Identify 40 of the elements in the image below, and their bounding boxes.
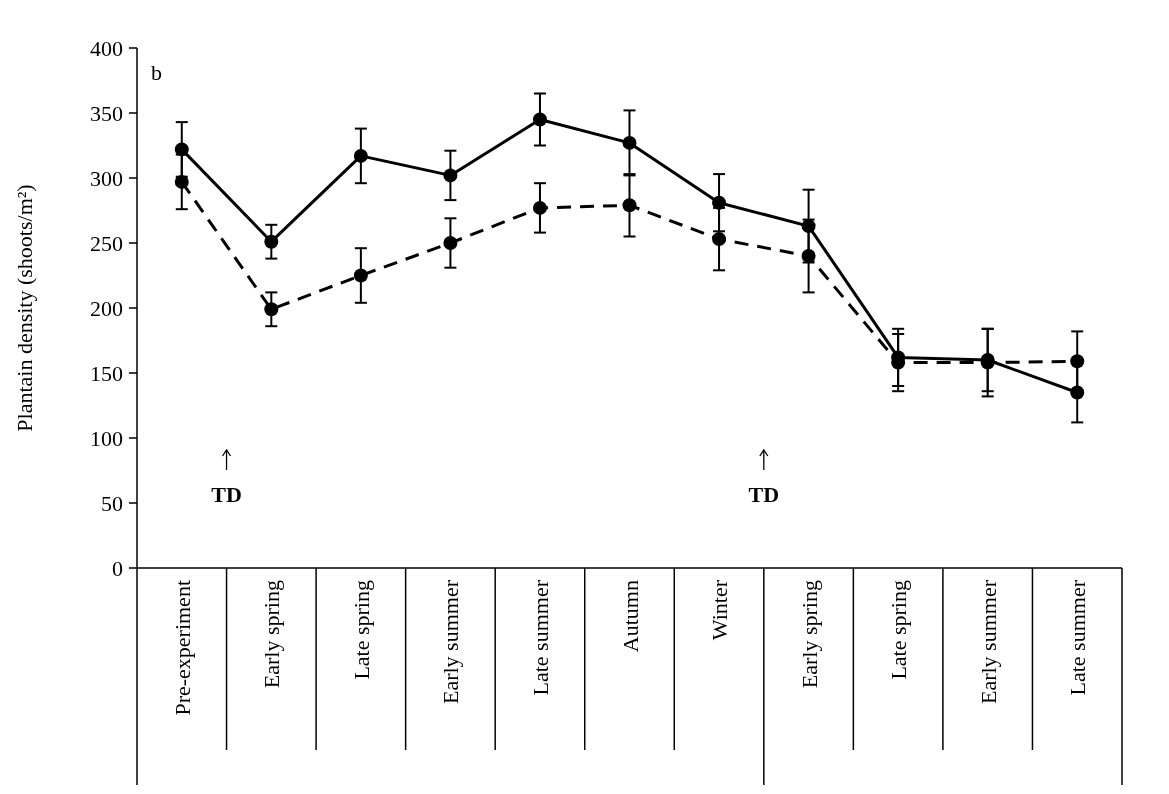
point	[532, 200, 547, 215]
x-tick-label: Pre-experiment	[169, 580, 195, 716]
y-tick-label: 350	[90, 100, 123, 126]
x-tick-label: Late spring	[886, 580, 912, 680]
point	[532, 112, 547, 127]
y-tick-label: 100	[90, 425, 123, 451]
x-tick-label: Late summer	[1065, 579, 1091, 696]
x-tick-label: Early summer	[438, 579, 464, 705]
point	[174, 142, 189, 157]
point	[353, 148, 368, 163]
point	[712, 195, 727, 210]
point	[353, 268, 368, 283]
x-tick-label: Winter	[707, 579, 733, 641]
y-tick-label: 50	[101, 490, 123, 516]
point	[712, 232, 727, 247]
point	[801, 249, 816, 263]
point	[264, 234, 279, 249]
x-tick-label: Early spring	[796, 580, 822, 689]
point	[1070, 354, 1085, 369]
x-tick-label: Early summer	[975, 579, 1001, 705]
y-tick-label: 300	[90, 165, 123, 191]
x-tick-label: Autumn	[617, 580, 643, 653]
y-tick-label: 150	[90, 360, 123, 386]
annotation: TD	[748, 482, 780, 507]
y-axis-title: Plantain density (shoots/m²)	[12, 184, 37, 432]
point	[622, 198, 637, 213]
point	[174, 174, 189, 189]
y-tick-label: 0	[112, 555, 123, 581]
point	[443, 236, 458, 250]
point	[264, 302, 279, 317]
point	[443, 168, 458, 183]
y-tick-label: 400	[90, 35, 123, 61]
annotation: b	[151, 60, 162, 85]
point	[622, 135, 637, 150]
y-tick-label: 250	[90, 230, 123, 256]
annotation: TD	[211, 482, 242, 507]
x-tick-label: Late spring	[348, 580, 374, 680]
y-tick-label: 200	[90, 295, 123, 321]
x-tick-label: Late summer	[527, 579, 553, 696]
x-tick-label: Early spring	[259, 580, 285, 689]
